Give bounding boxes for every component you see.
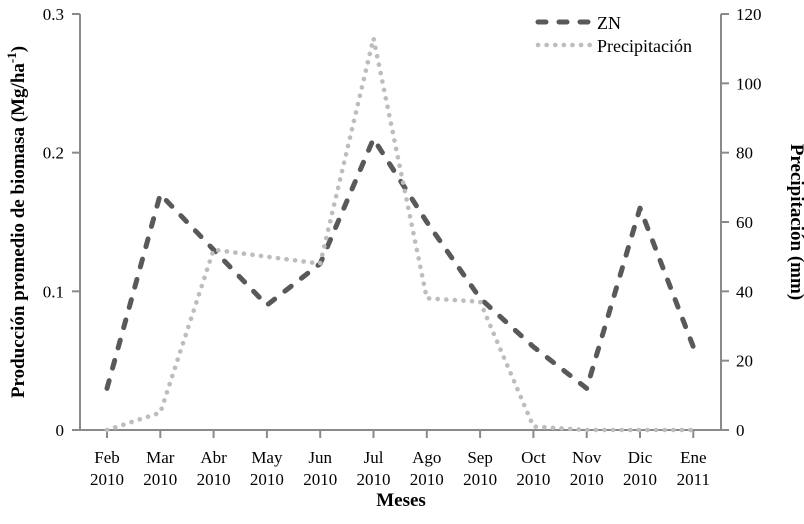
right-axis-tick-label: 100 [736, 74, 762, 93]
legend: ZN Precipitación [535, 13, 692, 56]
left-axis-tick-label: 0.3 [43, 5, 64, 24]
left-axis-title-close: ) [8, 46, 29, 52]
x-tick-label-year: 2011 [677, 470, 710, 489]
x-tick-label-year: 2010 [463, 470, 497, 489]
right-axis-title: Precipitación (mm) [786, 144, 804, 300]
right-axis-tick-label: 20 [736, 352, 753, 371]
x-tick-label-month: Jun [308, 448, 332, 467]
x-axis-title: Meses [376, 490, 426, 511]
x-tick-label-month: Abr [200, 448, 227, 467]
right-axis-tick-label: 80 [736, 144, 753, 163]
x-tick-label-month: Feb [94, 448, 120, 467]
x-tick-label-year: 2010 [516, 470, 550, 489]
left-axis-tick-label: 0 [56, 421, 65, 440]
x-tick-label-year: 2010 [410, 470, 444, 489]
x-tick-label-month: Sep [467, 448, 493, 467]
right-axis-tick-label: 120 [736, 5, 762, 24]
series-layer [104, 35, 696, 433]
x-tick-label-year: 2010 [250, 470, 284, 489]
x-tick-label-year: 2010 [197, 470, 231, 489]
x-tick-label-year: 2010 [143, 470, 177, 489]
x-tick-label-year: 2010 [570, 470, 604, 489]
x-tick-label-year: 2010 [357, 470, 391, 489]
x-tick-label-month: Ene [680, 448, 706, 467]
left-axis-title: Producción promedio de biomasa (Mg/ha-1) [4, 46, 29, 398]
x-tick-label-month: Dic [628, 448, 653, 467]
x-tick-label-month: May [251, 448, 283, 467]
left-axis-tick-label: 0.2 [43, 144, 64, 163]
x-tick-label-month: Oct [521, 448, 546, 467]
series-line-zn [104, 136, 696, 391]
left-axis-title-main: Producción promedio de biomasa (Mg/ha [8, 63, 29, 398]
right-axis-tick-label: 0 [736, 421, 745, 440]
series-line-precipitación [104, 35, 696, 433]
x-tick-label-month: Ago [412, 448, 441, 467]
x-tick-label-month: Mar [146, 448, 175, 467]
right-axis-tick-label: 40 [736, 282, 753, 301]
x-tick-label-month: Nov [572, 448, 602, 467]
legend-precipitation-label: Precipitación [597, 36, 692, 56]
legend-zn-label: ZN [597, 13, 621, 33]
left-axis-tick-label: 0.1 [43, 282, 64, 301]
x-tick-label-year: 2010 [623, 470, 657, 489]
x-tick-label-year: 2010 [90, 470, 124, 489]
axes-layer: 0 0.1 0.2 0.3 0 20 40 60 80 100 120 Feb 2010 Mar 2010 A… [43, 5, 762, 489]
right-axis-tick-label: 60 [736, 213, 753, 232]
left-axis-title-superscript: -1 [4, 52, 19, 63]
x-tick-label-year: 2010 [303, 470, 337, 489]
x-tick-label-month: Jul [364, 448, 384, 467]
